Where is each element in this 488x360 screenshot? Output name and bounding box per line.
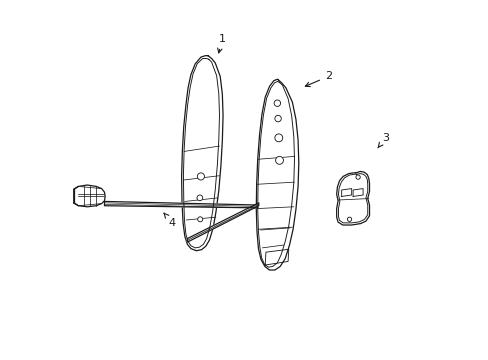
Circle shape [355, 175, 360, 179]
Text: 4: 4 [163, 213, 176, 228]
Circle shape [274, 115, 281, 122]
Polygon shape [336, 171, 369, 225]
Polygon shape [187, 203, 258, 242]
Text: 1: 1 [217, 34, 225, 53]
Circle shape [275, 157, 283, 164]
Text: 2: 2 [305, 71, 331, 86]
Polygon shape [181, 56, 223, 251]
Polygon shape [104, 202, 258, 208]
Circle shape [197, 195, 203, 201]
Polygon shape [74, 185, 105, 207]
Circle shape [197, 217, 203, 222]
Text: 3: 3 [377, 133, 388, 148]
Circle shape [274, 134, 282, 142]
Circle shape [346, 217, 351, 221]
Circle shape [197, 173, 204, 180]
Polygon shape [256, 79, 298, 270]
Circle shape [274, 100, 280, 107]
